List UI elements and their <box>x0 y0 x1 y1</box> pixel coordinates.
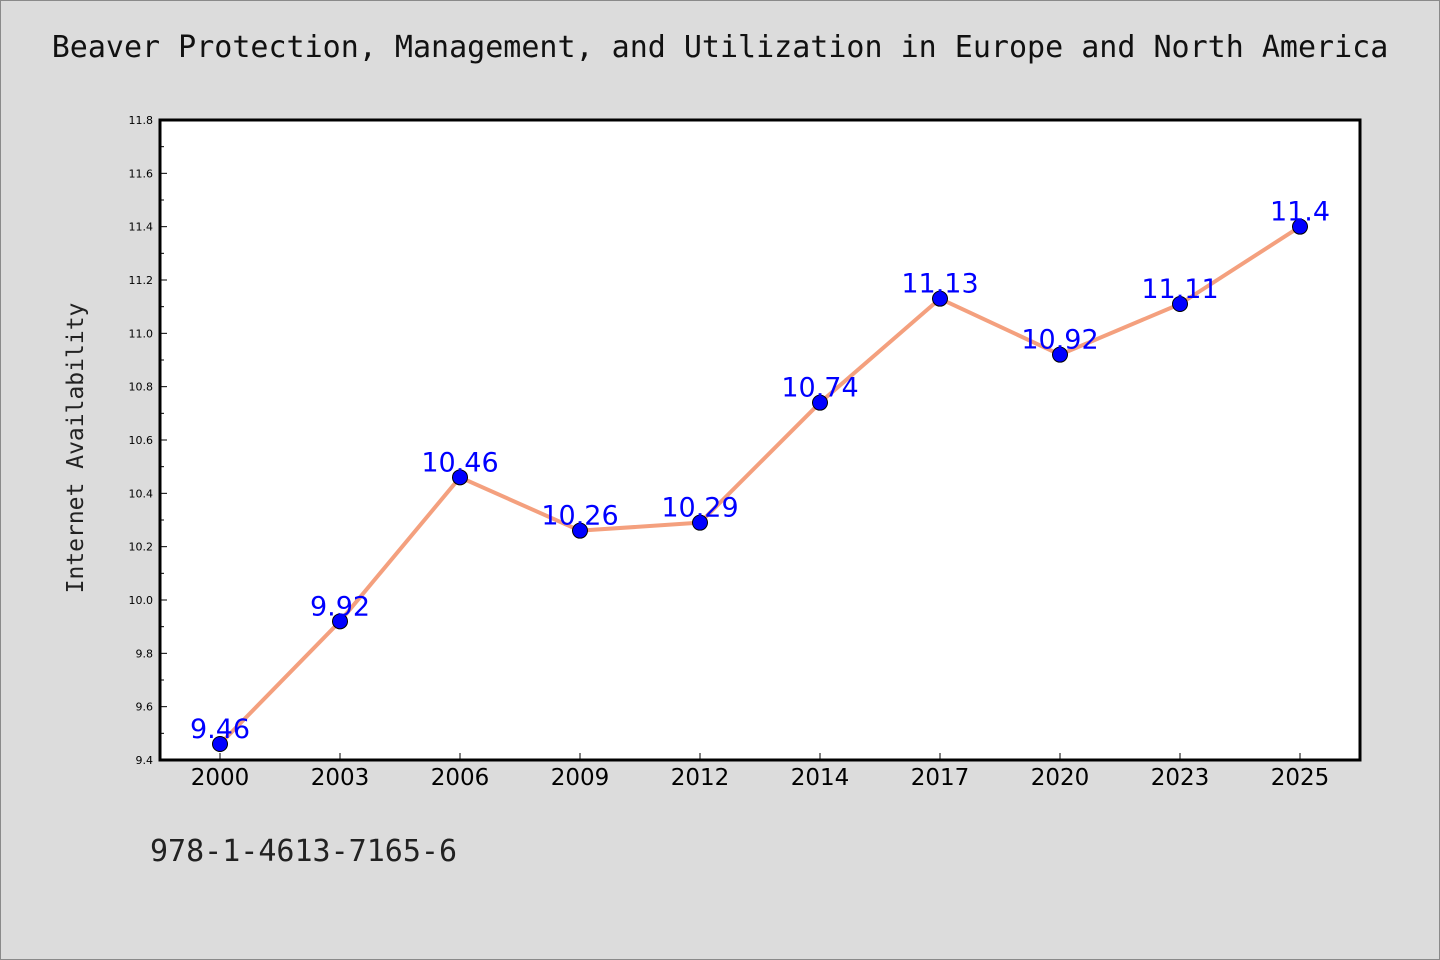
isbn-text: 978-1-4613-7165-6 <box>150 834 458 869</box>
data-label: 10.92 <box>1021 325 1098 356</box>
y-tick-label: 10.0 <box>129 594 154 607</box>
data-label: 11.13 <box>901 269 978 300</box>
x-tick-label: 2017 <box>911 765 970 791</box>
y-tick-label: 11.6 <box>129 167 154 180</box>
data-point-marker <box>332 613 348 630</box>
x-tick-label: 2014 <box>791 765 850 791</box>
data-point-marker <box>1172 296 1188 312</box>
x-tick-label: 2023 <box>1151 765 1210 791</box>
x-tick-label: 2006 <box>431 765 490 791</box>
data-label: 9.92 <box>310 591 370 622</box>
data-point-marker <box>692 514 708 531</box>
chart-title: Beaver Protection, Management, and Utili… <box>51 30 1389 65</box>
y-tick-label: 9.8 <box>136 647 154 660</box>
plot-area <box>160 120 1360 760</box>
data-point-marker <box>1292 218 1308 235</box>
data-label: 10.46 <box>421 447 498 478</box>
x-tick-label: 2012 <box>671 765 730 791</box>
y-tick-label: 9.4 <box>136 754 154 767</box>
data-label: 10.74 <box>781 373 858 404</box>
y-tick-label: 10.2 <box>129 541 154 554</box>
data-label: 10.26 <box>541 501 618 532</box>
data-label: 10.29 <box>661 493 738 524</box>
data-point-marker <box>452 469 468 486</box>
y-tick-label: 11.8 <box>129 114 154 127</box>
y-tick-label: 10.4 <box>129 487 154 500</box>
x-tick-label: 2003 <box>311 765 370 791</box>
x-tick-label: 2000 <box>191 765 250 791</box>
data-point-marker <box>1052 346 1068 363</box>
x-tick-label: 2009 <box>551 765 610 791</box>
y-tick-label: 11.2 <box>129 274 154 287</box>
y-tick-label: 10.6 <box>129 434 154 447</box>
data-point-marker <box>572 522 588 539</box>
data-point-marker <box>212 736 228 752</box>
data-label: 9.46 <box>190 714 250 745</box>
data-label: 11.11 <box>1141 274 1218 305</box>
plot-border <box>158 118 1362 762</box>
series-line <box>218 224 1302 746</box>
x-tick-label: 2020 <box>1031 765 1090 791</box>
data-label: 11.4 <box>1270 197 1330 228</box>
y-tick-label: 9.6 <box>136 701 154 714</box>
y-tick-label: 10.8 <box>129 381 154 394</box>
data-point-marker <box>812 394 828 411</box>
data-point-marker <box>932 290 948 307</box>
y-tick-label: 11.4 <box>129 221 154 234</box>
x-tick-label: 2025 <box>1271 765 1330 791</box>
y-tick-label: 11.0 <box>129 327 154 340</box>
